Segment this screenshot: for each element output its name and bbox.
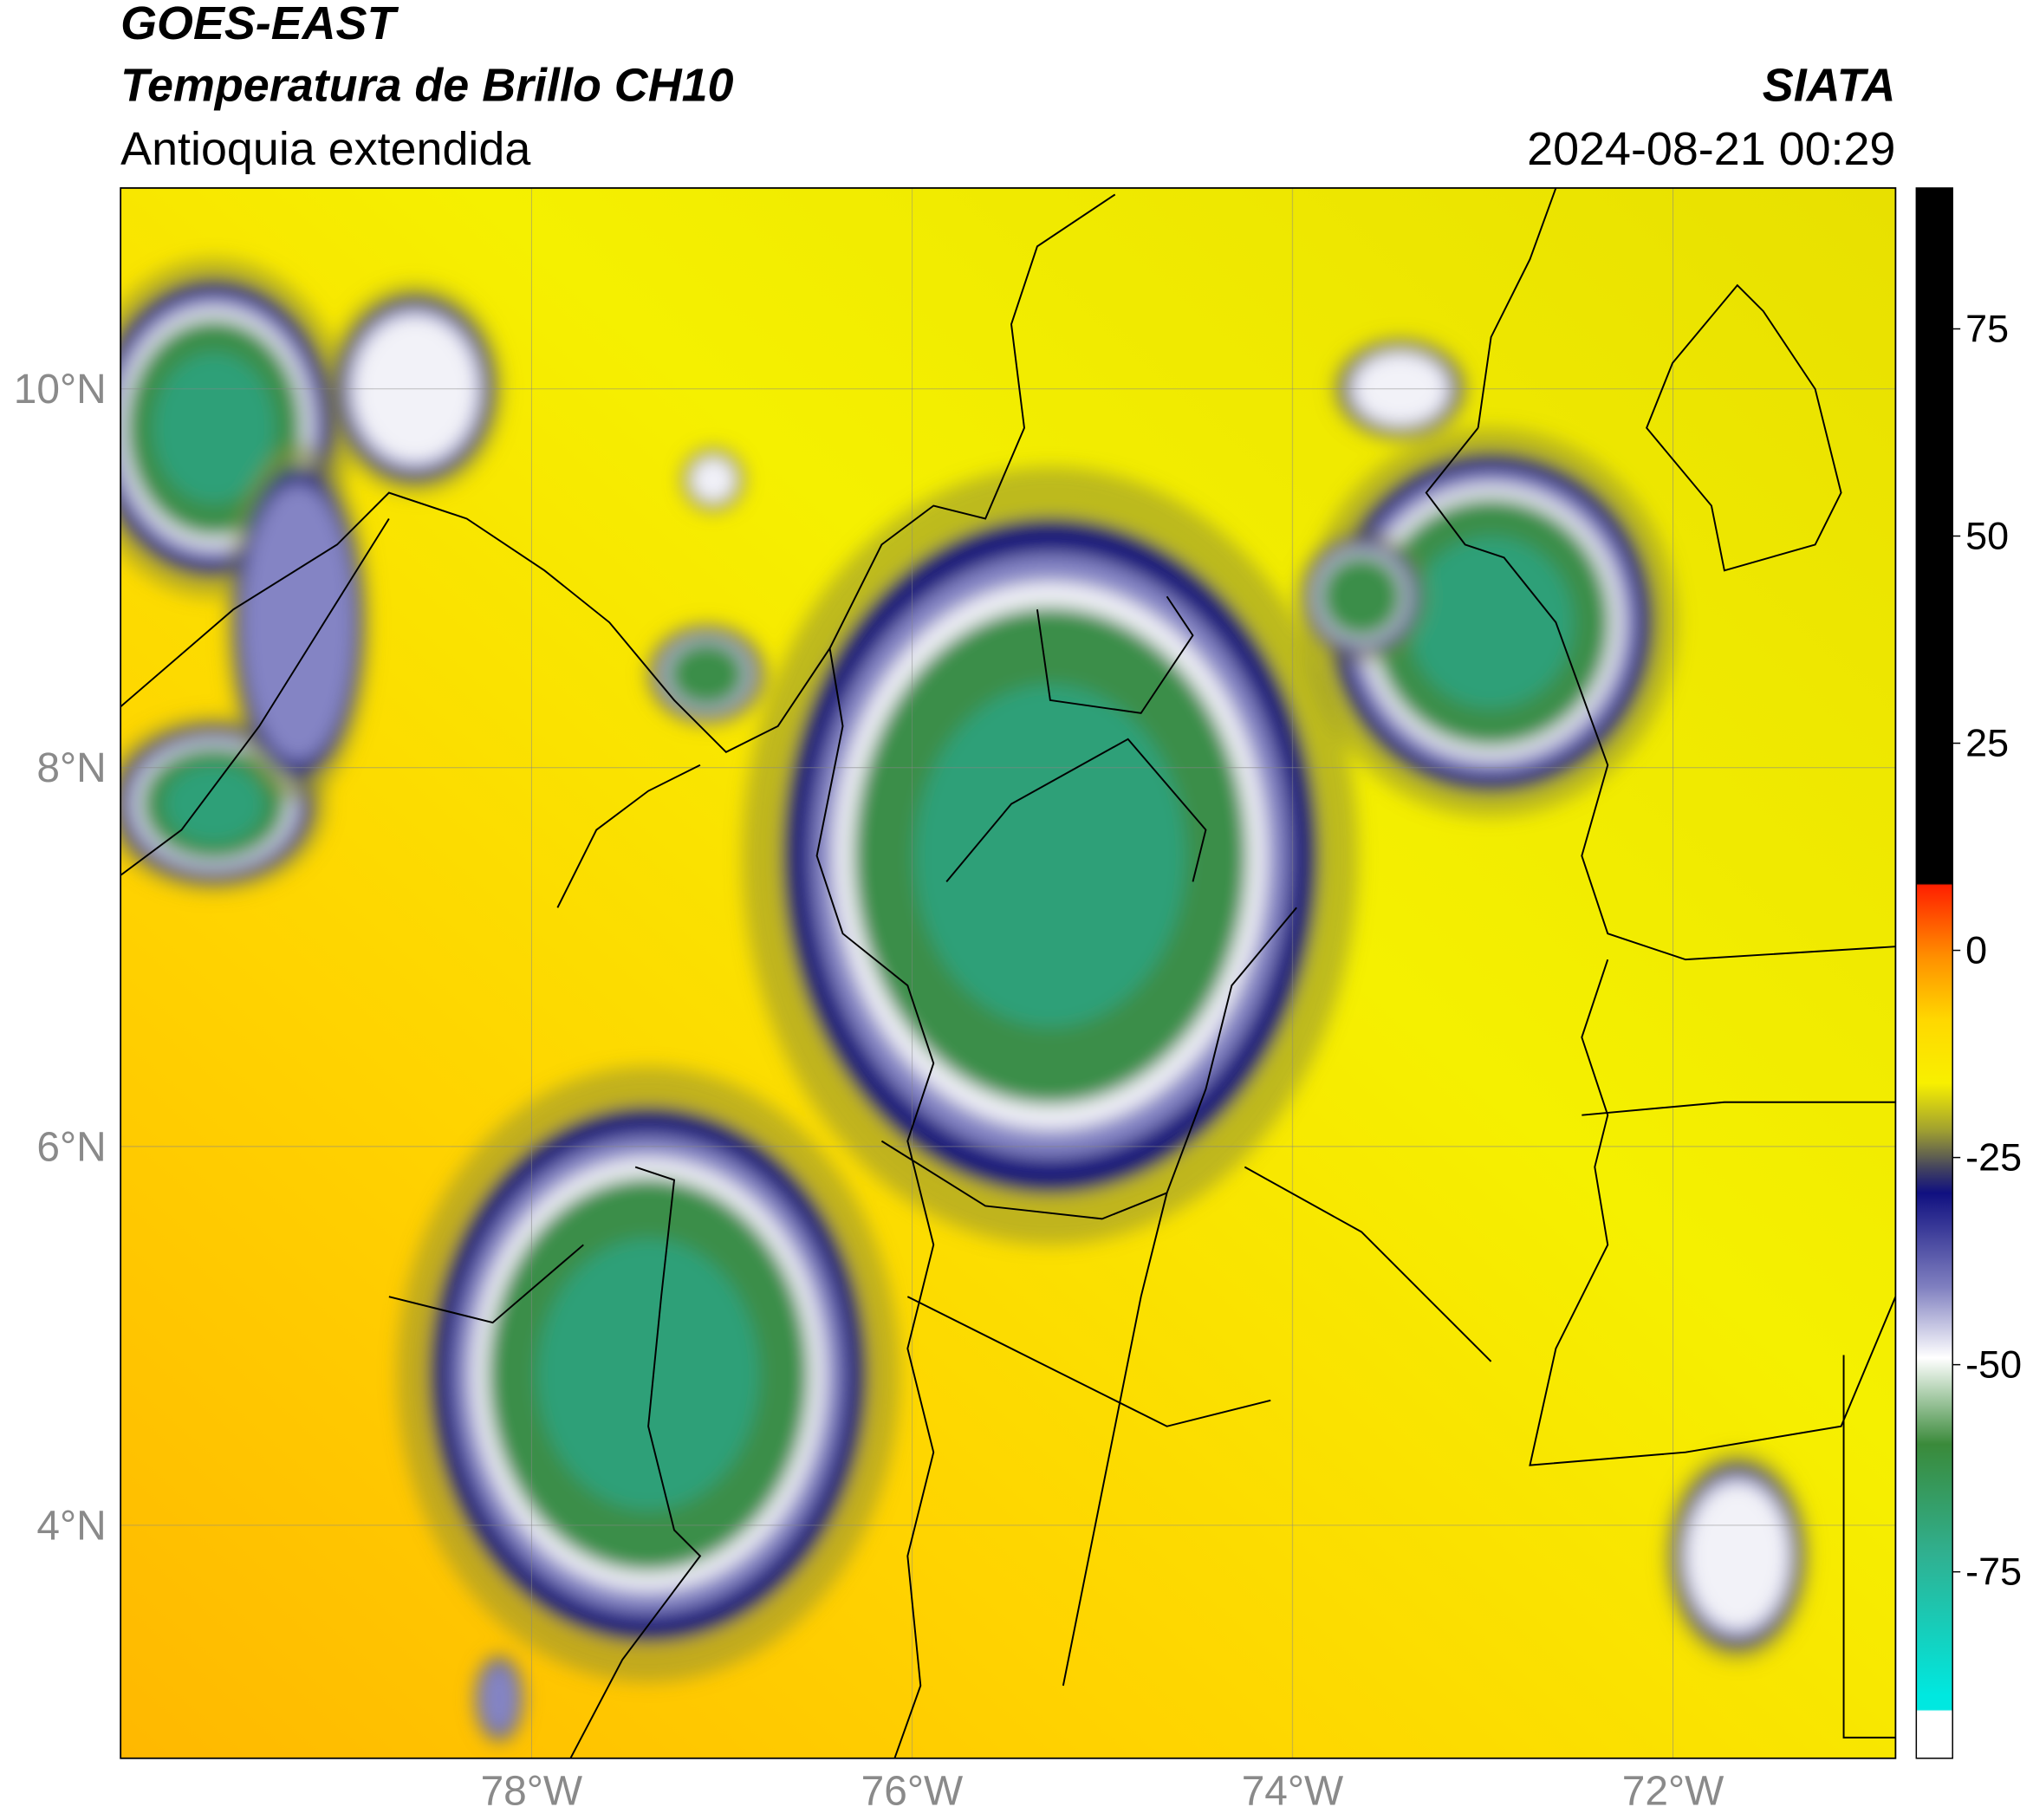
colorbar-tick-label: 0 bbox=[1965, 928, 1987, 972]
cloud-layer bbox=[120, 257, 1811, 1745]
x-axis: 78°W 76°W 74°W 72°W bbox=[481, 1769, 1725, 1815]
cloud bbox=[666, 640, 746, 708]
cloud bbox=[241, 484, 355, 761]
source: SIATA bbox=[1763, 60, 1896, 112]
cloud bbox=[478, 1663, 520, 1734]
cloud bbox=[1686, 1481, 1789, 1630]
colorbar bbox=[1915, 187, 1953, 1759]
colorbar-tick-label: 25 bbox=[1965, 721, 2009, 765]
colorbar-tick-label: 75 bbox=[1965, 306, 2009, 350]
y-tick-label: 8°N bbox=[36, 745, 106, 791]
y-tick-label: 6°N bbox=[36, 1124, 106, 1170]
subtitle: Temperatura de Brillo CH10 bbox=[120, 60, 733, 112]
x-tick-label: 76°W bbox=[861, 1769, 964, 1815]
x-tick-label: 72°W bbox=[1622, 1769, 1724, 1815]
grid bbox=[120, 187, 1896, 1758]
colorbar-tick-label: -75 bbox=[1965, 1550, 2022, 1594]
title: GOES-EAST bbox=[120, 0, 399, 49]
cloud bbox=[537, 1238, 759, 1511]
datetime: 2024-08-21 00:29 bbox=[1527, 123, 1895, 175]
cloud bbox=[164, 764, 264, 843]
cloud bbox=[1320, 555, 1403, 639]
y-tick-label: 10°N bbox=[14, 367, 107, 413]
map-area bbox=[120, 187, 1896, 1758]
borders bbox=[120, 187, 1896, 1758]
x-tick-label: 74°W bbox=[1242, 1769, 1344, 1815]
region: Antioquia extendida bbox=[120, 123, 530, 175]
cloud bbox=[690, 457, 737, 503]
cloud bbox=[1408, 536, 1574, 708]
cloud bbox=[914, 684, 1186, 1027]
colorbar-tick-label: 50 bbox=[1965, 513, 2009, 557]
y-axis: 10°N 8°N 6°N 4°N bbox=[14, 367, 107, 1549]
colorbar-ticks: 75 50 25 0 -25 -50 -75 bbox=[1952, 306, 2022, 1594]
map-frame bbox=[120, 187, 1897, 1759]
y-tick-label: 4°N bbox=[36, 1503, 106, 1549]
cloud bbox=[153, 353, 275, 504]
colorbar-tick-label: -50 bbox=[1965, 1342, 2022, 1387]
x-tick-label: 78°W bbox=[481, 1769, 583, 1815]
colorbar-tick-label: -25 bbox=[1965, 1135, 2022, 1180]
